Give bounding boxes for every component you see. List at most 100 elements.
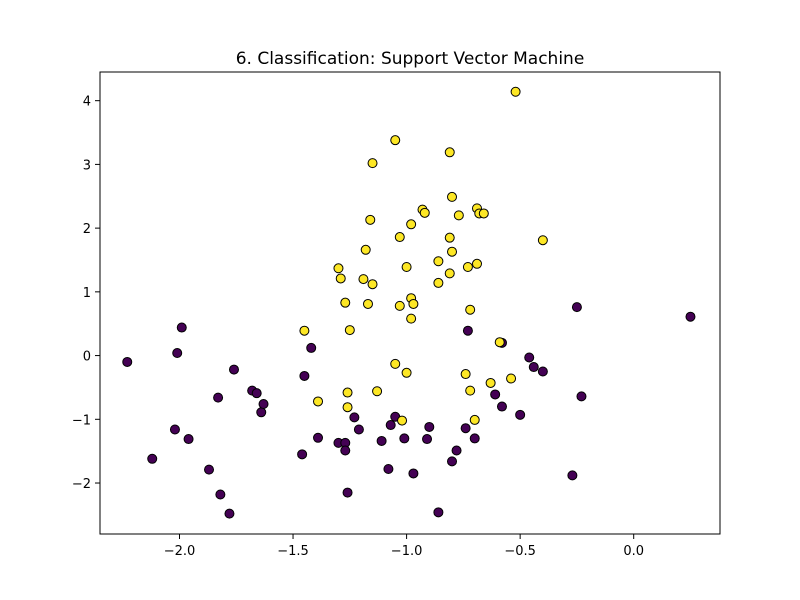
point-class0-47 bbox=[571, 302, 582, 313]
point-class0-34 bbox=[447, 456, 458, 467]
x-tick-label: −1.5 bbox=[277, 544, 309, 559]
point-class1-2 bbox=[367, 158, 378, 169]
point-class0-3 bbox=[147, 453, 158, 464]
point-class1-35 bbox=[299, 325, 310, 336]
point-class1-29 bbox=[340, 297, 351, 308]
point-class0-36 bbox=[460, 423, 471, 434]
point-class1-31 bbox=[394, 300, 405, 311]
x-tick-label: −2.0 bbox=[164, 544, 196, 559]
point-class1-1 bbox=[390, 135, 401, 146]
point-class1-19 bbox=[472, 258, 482, 269]
point-class0-2 bbox=[172, 348, 183, 359]
point-class0-29 bbox=[399, 433, 410, 444]
point-class0-4 bbox=[169, 424, 180, 435]
point-class1-16 bbox=[360, 244, 371, 255]
point-class1-27 bbox=[433, 277, 444, 288]
point-class0-31 bbox=[422, 434, 433, 445]
point-class1-10 bbox=[478, 208, 489, 219]
points-layer bbox=[122, 86, 696, 519]
point-class0-43 bbox=[524, 352, 535, 363]
point-class0-18 bbox=[313, 432, 324, 443]
point-class0-9 bbox=[224, 508, 235, 519]
point-class0-42 bbox=[515, 409, 526, 420]
point-class1-15 bbox=[537, 235, 548, 246]
point-class1-7 bbox=[453, 210, 464, 221]
point-class1-42 bbox=[485, 377, 496, 388]
point-class1-11 bbox=[365, 214, 376, 225]
point-class1-6 bbox=[419, 207, 430, 218]
chart-title: 6. Classification: Support Vector Machin… bbox=[236, 49, 585, 69]
point-class0-26 bbox=[385, 420, 396, 431]
point-class1-46 bbox=[313, 396, 324, 407]
y-tick-label: 0 bbox=[83, 350, 91, 365]
point-class1-30 bbox=[362, 298, 373, 309]
point-class1-38 bbox=[390, 358, 401, 369]
point-class1-37 bbox=[494, 337, 505, 348]
point-class0-38 bbox=[469, 433, 480, 444]
point-class0-30 bbox=[408, 468, 419, 479]
point-class0-22 bbox=[342, 487, 353, 498]
point-class0-0 bbox=[122, 356, 133, 367]
y-tick-label: 1 bbox=[83, 286, 91, 301]
x-tick-label: −1.0 bbox=[391, 544, 423, 559]
point-class1-4 bbox=[447, 191, 458, 202]
point-class0-12 bbox=[251, 388, 262, 399]
point-class0-13 bbox=[256, 407, 267, 418]
point-class0-48 bbox=[576, 391, 587, 402]
point-class0-27 bbox=[383, 464, 394, 474]
point-class0-1 bbox=[176, 322, 187, 333]
y-tick-label: 4 bbox=[83, 95, 91, 110]
point-class1-36 bbox=[344, 325, 355, 336]
point-class1-49 bbox=[469, 414, 480, 425]
point-class1-17 bbox=[447, 246, 458, 257]
point-class1-39 bbox=[401, 367, 412, 378]
point-class0-45 bbox=[537, 366, 548, 377]
y-tick-label: 2 bbox=[83, 222, 91, 237]
point-class1-43 bbox=[372, 386, 383, 397]
point-class1-13 bbox=[394, 232, 405, 243]
point-class1-23 bbox=[444, 268, 455, 279]
point-class0-49 bbox=[685, 311, 696, 322]
point-class0-16 bbox=[299, 370, 310, 381]
point-class1-47 bbox=[342, 402, 353, 413]
point-class0-32 bbox=[424, 421, 435, 432]
point-class1-25 bbox=[358, 274, 369, 285]
point-class1-0 bbox=[510, 86, 521, 97]
point-class0-5 bbox=[183, 434, 194, 445]
point-class1-34 bbox=[406, 313, 417, 324]
plot-frame bbox=[99, 71, 721, 535]
point-class1-14 bbox=[444, 232, 455, 243]
point-class1-33 bbox=[465, 304, 476, 315]
point-class0-7 bbox=[215, 489, 226, 500]
point-class0-25 bbox=[376, 435, 387, 446]
point-class0-10 bbox=[228, 364, 239, 375]
point-class0-24 bbox=[353, 424, 364, 435]
point-class1-3 bbox=[444, 147, 455, 158]
point-class0-8 bbox=[204, 464, 215, 475]
point-class0-21 bbox=[340, 445, 351, 456]
point-class1-26 bbox=[367, 279, 378, 290]
point-class0-23 bbox=[349, 412, 360, 423]
point-class1-21 bbox=[462, 262, 473, 272]
point-class0-41 bbox=[496, 401, 507, 412]
point-class1-32 bbox=[408, 298, 419, 309]
x-tick-label: −0.5 bbox=[504, 544, 536, 559]
y-axis-ticks: −2 −1 0 1 2 3 4 bbox=[72, 95, 100, 492]
point-class1-18 bbox=[433, 256, 444, 267]
point-class0-17 bbox=[306, 342, 317, 353]
y-tick-label: −2 bbox=[72, 477, 91, 492]
point-class0-14 bbox=[258, 399, 269, 409]
point-class1-22 bbox=[333, 263, 344, 274]
point-class0-39 bbox=[490, 389, 501, 400]
x-tick-label: 0.0 bbox=[623, 544, 644, 559]
y-tick-label: 3 bbox=[83, 158, 91, 173]
point-class1-24 bbox=[335, 273, 346, 284]
point-class0-37 bbox=[462, 325, 473, 336]
point-class1-40 bbox=[460, 369, 471, 380]
point-class1-48 bbox=[397, 415, 408, 426]
point-class1-41 bbox=[506, 373, 517, 384]
point-class0-44 bbox=[528, 362, 539, 373]
point-class0-35 bbox=[451, 445, 462, 456]
